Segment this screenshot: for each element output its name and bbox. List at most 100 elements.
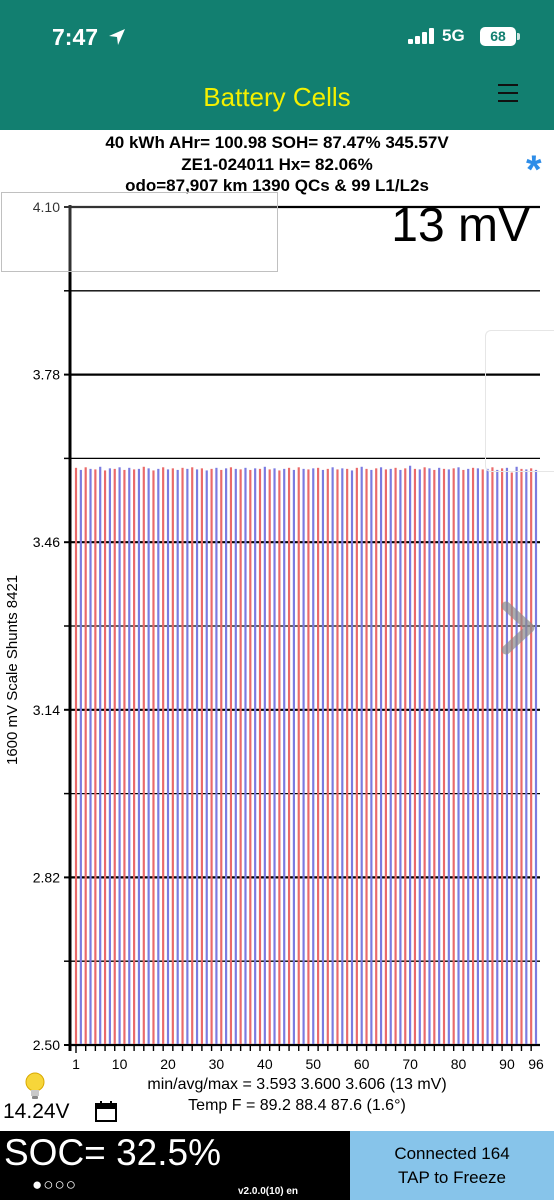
signal-bars-icon <box>408 28 436 49</box>
cell-bar <box>336 469 339 1045</box>
cell-voltage-chart[interactable]: 4.10 3.78 3.46 3.14 2.82 2.50 1 10 20 30 40 50 60 70 8… <box>0 180 554 1080</box>
cell-bar <box>283 468 286 1045</box>
x-tick-label: 70 <box>402 1056 418 1072</box>
soc-panel <box>0 1131 350 1200</box>
x-tick-label: 1 <box>72 1056 80 1072</box>
cell-bar <box>181 467 184 1045</box>
cell-bar <box>481 469 484 1045</box>
cell-bar <box>365 468 368 1045</box>
cell-bar <box>210 468 213 1045</box>
cell-bar <box>496 469 499 1045</box>
cell-bar <box>191 467 194 1046</box>
page-indicator[interactable]: ●○○○ <box>32 1175 78 1194</box>
cell-bar <box>505 467 509 1045</box>
cell-bar <box>379 467 383 1046</box>
cell-bar <box>166 469 170 1045</box>
cell-bar <box>152 470 155 1045</box>
y-tick-label: 3.78 <box>33 367 60 383</box>
cell-bar <box>404 468 407 1045</box>
cell-bar <box>413 468 417 1045</box>
cell-bar <box>205 470 208 1045</box>
cell-bar <box>355 467 358 1045</box>
status-time: 7:47 <box>52 24 99 50</box>
x-tick-label: 50 <box>305 1056 321 1072</box>
cell-bar <box>510 472 513 1045</box>
calendar-icon[interactable] <box>94 1100 118 1127</box>
cell-bar <box>467 468 470 1045</box>
pack-info-line-1: 40 kWh AHr= 100.98 SOH= 87.47% 345.57V <box>105 133 449 152</box>
cell-bar <box>244 467 247 1045</box>
cell-bar <box>84 467 87 1046</box>
cell-bar <box>287 467 291 1045</box>
cell-bar <box>370 469 373 1045</box>
y-tick-label: 3.46 <box>33 534 60 550</box>
x-tick-label: 20 <box>160 1056 176 1072</box>
x-tick-label: 96 <box>528 1056 544 1072</box>
cell-bar <box>312 468 315 1045</box>
cell-bar <box>360 466 363 1045</box>
cell-bar <box>321 469 325 1045</box>
cell-bar <box>292 469 295 1045</box>
cell-bar <box>142 466 145 1045</box>
connect-button[interactable] <box>350 1131 554 1200</box>
cell-bar <box>171 468 174 1045</box>
network-type: 5G <box>442 26 465 45</box>
cell-bar <box>118 467 121 1046</box>
x-tick-label: 30 <box>209 1056 225 1072</box>
cell-bar <box>530 468 533 1045</box>
min-avg-max: min/avg/max = 3.593 3.600 3.606 (13 mV) <box>147 1076 447 1093</box>
cell-bar <box>476 468 479 1045</box>
star-icon[interactable]: * <box>526 148 542 192</box>
cell-bar <box>375 468 378 1045</box>
cell-bar <box>515 466 518 1045</box>
y-tick-label: 3.14 <box>33 702 60 718</box>
cell-bar <box>442 468 446 1045</box>
cell-bar <box>457 467 460 1046</box>
cell-bar <box>341 468 344 1045</box>
cell-bar <box>147 468 150 1045</box>
cell-bar <box>99 466 102 1045</box>
temperature-line: Temp F = 89.2 88.4 87.6 (1.6°) <box>188 1097 406 1114</box>
y-tick-label: 2.82 <box>33 869 60 885</box>
cell-bar <box>254 468 257 1045</box>
cell-bar <box>195 469 199 1045</box>
bulb-icon[interactable] <box>24 1072 46 1105</box>
cell-bar <box>384 469 387 1045</box>
cell-bar <box>297 467 300 1046</box>
cell-bar <box>128 467 131 1045</box>
y-tick-label: 4.10 <box>33 199 60 215</box>
cell-bar <box>399 469 402 1045</box>
cell-bar <box>239 469 242 1045</box>
cell-bar <box>433 469 436 1045</box>
cell-bar <box>525 469 528 1045</box>
app-title: Battery Cells <box>203 82 351 112</box>
next-arrow-icon[interactable] <box>500 600 536 661</box>
menu-icon[interactable] <box>498 78 518 108</box>
cell-bar <box>302 468 305 1045</box>
freeze-prompt[interactable]: TAP to Freeze <box>397 1168 507 1187</box>
side-panel-handle[interactable] <box>485 330 554 472</box>
cell-bar <box>346 468 349 1045</box>
cell-bar <box>438 467 441 1045</box>
cell-bar <box>123 469 126 1045</box>
cell-bar <box>268 469 271 1045</box>
cell-bar <box>103 470 107 1045</box>
cell-bar <box>326 468 329 1045</box>
app-bar: Battery Cells <box>0 68 554 130</box>
cell-bar <box>225 468 228 1045</box>
cell-bar <box>501 468 504 1045</box>
overlay-box[interactable] <box>1 192 278 272</box>
cell-bar <box>200 468 203 1045</box>
cell-bar <box>176 469 179 1045</box>
cell-bar <box>157 468 160 1045</box>
x-tick-label: 60 <box>354 1056 370 1072</box>
cell-bar <box>462 469 465 1045</box>
aux-battery-voltage: 14.24V <box>3 1100 70 1123</box>
y-tick-label: 2.50 <box>33 1037 60 1053</box>
cell-bar <box>418 469 421 1045</box>
cell-bar <box>486 468 489 1045</box>
cell-bar <box>389 468 392 1045</box>
status-bar: 7:47 5G 68 <box>0 0 554 68</box>
pack-info-line-2: ZE1-024011 Hx= 82.06% <box>181 155 373 174</box>
cell-bar <box>133 469 136 1045</box>
